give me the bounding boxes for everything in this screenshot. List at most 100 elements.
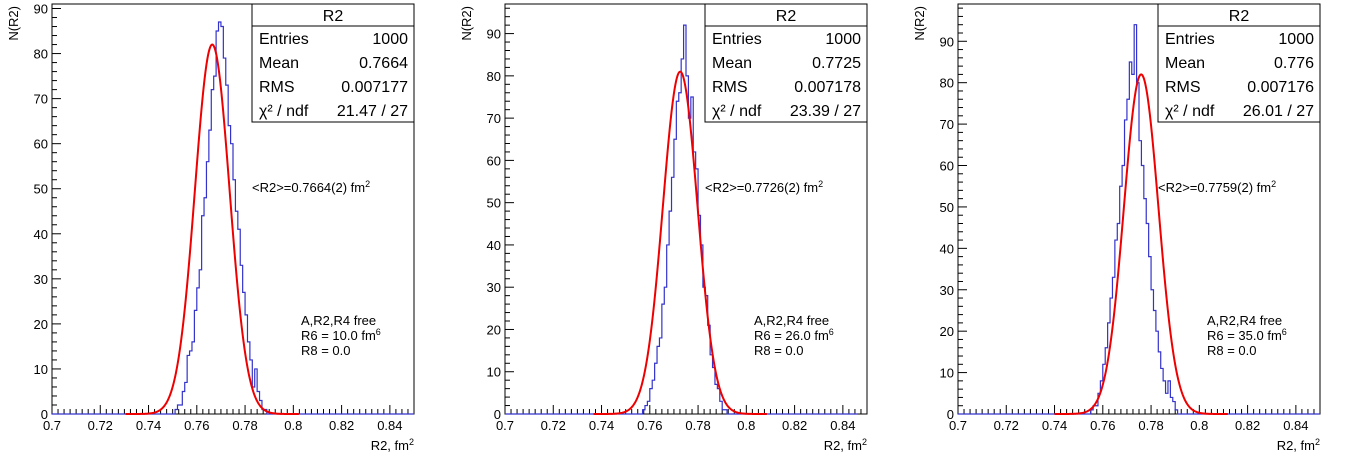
mean-annotation: <R2>=0.7759(2) fm2 (1158, 179, 1276, 195)
fit-parameter-note: A,R2,R4 free (754, 313, 829, 328)
y-tick-label: 0 (947, 407, 954, 422)
x-axis-label: R2, fm2 (1277, 437, 1320, 453)
y-axis-label: N(R2) (459, 6, 474, 41)
x-tick-label: 0.78 (232, 418, 257, 433)
gaussian-fit-curve (125, 43, 299, 415)
fit-parameter-note: R6 = 26.0 fm6 (754, 327, 834, 343)
y-tick-label: 50 (940, 200, 954, 215)
y-tick-label: 80 (34, 47, 48, 62)
histogram-panel-2: 0.7 0.72 0.74 0.76 0.78 0.8 0.82 0.84 R2, fm2 0 10… (453, 0, 903, 459)
y-tick-label: 40 (487, 238, 501, 253)
y-tick-label: 30 (487, 280, 501, 295)
y-tick-label: 90 (487, 27, 501, 42)
fit-parameter-note: R6 = 35.0 fm6 (1207, 327, 1287, 343)
x-tick-label: 0.84 (830, 418, 855, 433)
stats-row-label: RMS (712, 79, 748, 96)
stats-row-value: 1000 (825, 31, 861, 48)
y-tick-label: 40 (940, 241, 954, 256)
stats-row-value: 1000 (1278, 31, 1314, 48)
stats-row-label: Mean (712, 55, 752, 72)
stats-row-value: 0.776 (1274, 55, 1314, 72)
y-tick-label: 70 (940, 117, 954, 132)
stats-row-label: Entries (712, 31, 762, 48)
fit-parameter-note: A,R2,R4 free (1207, 313, 1282, 328)
y-tick-label: 70 (487, 111, 501, 126)
stats-row-value: 0.7664 (359, 55, 408, 72)
stats-row-label: Entries (259, 31, 309, 48)
x-tick-label: 0.72 (994, 418, 1019, 433)
fit-parameter-note-text: A,R2,R4 free (1207, 313, 1282, 328)
x-axis-label: R2, fm2 (371, 437, 414, 453)
gaussian-fit-curve (593, 70, 767, 415)
y-tick-label: 70 (34, 92, 48, 107)
fit-parameter-note-text: R6 = 35.0 fm (1207, 328, 1282, 343)
y-axis-label: N(R2) (6, 6, 21, 41)
fit-parameter-note-text: R8 = 0.0 (301, 343, 351, 358)
x-tick-label: 0.74 (1042, 418, 1067, 433)
stats-row-value: 0.007178 (794, 79, 861, 96)
x-tick-label: 0.84 (377, 418, 402, 433)
fit-parameter-note: R8 = 0.0 (754, 343, 804, 358)
stats-box (251, 3, 415, 123)
stats-box-title: R2 (776, 8, 797, 25)
y-tick-label: 50 (34, 182, 48, 197)
x-tick-label: 0.8 (737, 418, 755, 433)
stats-row-label: Entries (1165, 31, 1215, 48)
x-tick-label: 0.84 (1283, 418, 1308, 433)
stats-box (1157, 3, 1321, 123)
x-axis-label-text: R2, fm (824, 438, 862, 453)
y-tick-label: 90 (940, 34, 954, 49)
x-tick-label: 0.78 (1138, 418, 1163, 433)
y-tick-label: 0 (41, 407, 48, 422)
stats-row-value: 21.47 / 27 (337, 103, 408, 120)
mean-annotation: <R2>=0.7726(2) fm2 (705, 179, 823, 195)
y-tick-label: 60 (940, 159, 954, 174)
fit-parameter-note: R8 = 0.0 (301, 343, 351, 358)
mean-annotation-sup: 2 (818, 179, 823, 189)
x-axis-label-sup: 2 (409, 437, 414, 447)
stats-row-value: 0.007177 (341, 79, 408, 96)
stats-row-value: 1000 (372, 31, 408, 48)
stats-row-value: 0.7725 (812, 55, 861, 72)
x-tick-label: 0.8 (1190, 418, 1208, 433)
y-tick-label: 10 (487, 365, 501, 380)
y-tick-label: 60 (487, 153, 501, 168)
stats-row-label: χ² / ndf (712, 103, 762, 120)
y-tick-label: 40 (34, 227, 48, 242)
y-tick-label: 30 (940, 283, 954, 298)
y-tick-label: 20 (34, 317, 48, 332)
chart-svg: 0.7 0.72 0.74 0.76 0.78 0.8 0.82 0.84 R2, fm2 0 10… (912, 3, 1321, 453)
x-tick-label: 0.7 (43, 418, 61, 433)
mean-annotation-text: <R2>=0.7664(2) fm (252, 180, 365, 195)
fit-parameter-note-sup: 6 (829, 327, 834, 337)
histogram-panel-1: 0.7 0.72 0.74 0.76 0.78 0.8 0.82 0.84 R2, fm2 0 10… (0, 0, 450, 459)
histogram-series (505, 24, 858, 415)
stats-row-label: RMS (259, 79, 295, 96)
gaussian-fit-curve (1054, 73, 1228, 415)
y-tick-label: 20 (487, 322, 501, 337)
mean-annotation-sup: 2 (1271, 179, 1276, 189)
x-tick-label: 0.72 (541, 418, 566, 433)
stats-box-title: R2 (1229, 8, 1250, 25)
fit-parameter-note-text: A,R2,R4 free (754, 313, 829, 328)
y-tick-label: 10 (940, 366, 954, 381)
y-tick-label: 20 (940, 324, 954, 339)
x-axis-label-sup: 2 (1315, 437, 1320, 447)
fit-parameter-note-text: A,R2,R4 free (301, 313, 376, 328)
histogram-panel-3: 0.7 0.72 0.74 0.76 0.78 0.8 0.82 0.84 R2, fm2 0 10… (906, 0, 1354, 459)
fit-parameter-note: R8 = 0.0 (1207, 343, 1257, 358)
y-tick-label: 80 (487, 69, 501, 84)
x-tick-label: 0.82 (1235, 418, 1260, 433)
stats-row-value: 23.39 / 27 (790, 103, 861, 120)
x-tick-label: 0.7 (949, 418, 967, 433)
mean-annotation-text: <R2>=0.7759(2) fm (1158, 180, 1271, 195)
fit-parameter-note: R6 = 10.0 fm6 (301, 327, 381, 343)
stats-row-value: 26.01 / 27 (1243, 103, 1314, 120)
fit-parameter-note-text: R6 = 26.0 fm (754, 328, 829, 343)
stats-row-label: χ² / ndf (1165, 103, 1215, 120)
y-tick-label: 50 (487, 196, 501, 211)
x-tick-label: 0.76 (1090, 418, 1115, 433)
stats-box (704, 3, 868, 123)
x-tick-label: 0.82 (329, 418, 354, 433)
